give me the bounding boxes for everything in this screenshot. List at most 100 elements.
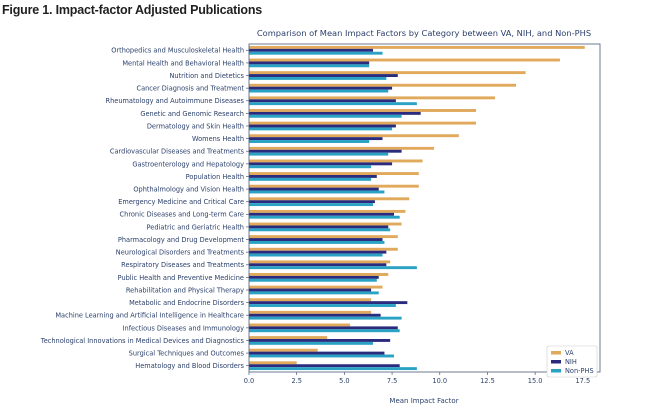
category-label: Public Health and Preventive Medicine bbox=[118, 274, 244, 282]
legend-label: Non-PHS bbox=[565, 367, 594, 375]
bar-nih-14 bbox=[249, 212, 394, 216]
legend-swatch-va bbox=[551, 351, 561, 355]
bar-va-17 bbox=[249, 247, 398, 251]
bar-nih-7 bbox=[249, 124, 396, 128]
bar-nih-26 bbox=[249, 364, 400, 368]
legend-swatch-non-phs bbox=[551, 369, 561, 373]
x-tick-label: 5.0 bbox=[339, 377, 350, 385]
figure-title: Figure 1. Impact-factor Adjusted Publica… bbox=[2, 3, 263, 17]
category-label: Dermatology and Skin Health bbox=[147, 122, 244, 130]
bar-non-phs-7 bbox=[249, 127, 393, 131]
bar-nih-18 bbox=[249, 263, 387, 267]
bar-va-10 bbox=[249, 159, 423, 163]
category-label: Cardiovascular Diseases and Treatments bbox=[110, 148, 245, 156]
bar-non-phs-2 bbox=[249, 64, 370, 68]
category-label: Infectious Diseases and Immunology bbox=[123, 324, 244, 332]
bar-nih-2 bbox=[249, 61, 370, 65]
bar-non-phs-9 bbox=[249, 152, 389, 156]
category-label: Rehabilitation and Physical Therapy bbox=[126, 286, 244, 294]
category-label: Technological Innovations in Medical Dev… bbox=[40, 337, 245, 345]
category-label: Cancer Diagnosis and Treatment bbox=[136, 85, 244, 93]
bar-va-25 bbox=[249, 348, 318, 352]
bar-non-phs-21 bbox=[249, 304, 396, 307]
bar-nih-10 bbox=[249, 162, 393, 166]
bar-non-phs-17 bbox=[249, 253, 383, 257]
bar-non-phs-15 bbox=[249, 228, 391, 232]
bar-va-26 bbox=[249, 361, 297, 365]
bar-non-phs-16 bbox=[249, 240, 385, 244]
x-tick-label: 0.0 bbox=[244, 377, 255, 385]
chart-title: Comparison of Mean Impact Factors by Cat… bbox=[257, 28, 591, 38]
bar-nih-21 bbox=[249, 301, 408, 305]
category-label: Metabolic and Endocrine Disorders bbox=[129, 299, 244, 307]
x-axis: 0.0 2.5 5.0 7.5 10.0 12.5 15.0 17.5 bbox=[244, 372, 590, 385]
bar-va-15 bbox=[249, 222, 402, 226]
bar-va-24 bbox=[249, 336, 328, 340]
bar-nih-22 bbox=[249, 313, 381, 317]
bar-va-7 bbox=[249, 121, 477, 125]
bar-nih-15 bbox=[249, 225, 389, 229]
bar-non-phs-1 bbox=[249, 51, 383, 55]
bar-nih-19 bbox=[249, 275, 379, 279]
bar-non-phs-3 bbox=[249, 76, 387, 80]
category-label: Surgical Techniques and Outcomes bbox=[129, 349, 245, 357]
plot-frame bbox=[248, 43, 601, 373]
legend-label: VA bbox=[565, 349, 574, 357]
bar-va-9 bbox=[249, 146, 435, 150]
x-tick-label: 7.5 bbox=[387, 377, 398, 385]
bar-va-18 bbox=[249, 260, 391, 264]
bar-non-phs-26 bbox=[249, 367, 417, 371]
bar-non-phs-5 bbox=[249, 102, 417, 106]
bar-nih-1 bbox=[249, 48, 373, 52]
legend-label: NIH bbox=[565, 358, 577, 366]
bar-nih-3 bbox=[249, 74, 398, 77]
legend-swatch-nih bbox=[551, 360, 561, 364]
bar-nih-25 bbox=[249, 351, 385, 355]
bar-va-23 bbox=[249, 323, 351, 327]
bar-nih-4 bbox=[249, 86, 393, 90]
bar-nih-8 bbox=[249, 137, 383, 141]
bar-va-11 bbox=[249, 172, 419, 176]
bar-nih-17 bbox=[249, 250, 387, 254]
category-label: Population Health bbox=[186, 173, 244, 181]
category-label: Womens Health bbox=[192, 135, 244, 143]
bar-nih-5 bbox=[249, 99, 396, 103]
bars-group bbox=[249, 45, 585, 371]
bar-va-20 bbox=[249, 285, 383, 289]
bar-va-6 bbox=[249, 109, 477, 112]
bar-non-phs-19 bbox=[249, 278, 377, 282]
category-label: Machine Learning and Artificial Intellig… bbox=[55, 312, 244, 320]
category-label: Mental Health and Behavioral Health bbox=[122, 59, 244, 67]
x-tick-label: 2.5 bbox=[291, 377, 302, 385]
bar-va-4 bbox=[249, 83, 517, 87]
bar-nih-13 bbox=[249, 200, 375, 204]
bar-va-14 bbox=[249, 209, 406, 213]
bar-non-phs-25 bbox=[249, 354, 394, 358]
x-axis-label: Mean Impact Factor bbox=[389, 397, 458, 405]
category-label: Gastroenterology and Hepatology bbox=[132, 160, 244, 168]
bar-non-phs-20 bbox=[249, 291, 379, 295]
bar-non-phs-24 bbox=[249, 341, 373, 345]
bar-va-22 bbox=[249, 310, 372, 314]
bar-nih-20 bbox=[249, 288, 372, 292]
bar-va-1 bbox=[249, 45, 585, 49]
bar-non-phs-14 bbox=[249, 215, 400, 219]
category-label: Chronic Diseases and Long-term Care bbox=[120, 211, 244, 219]
bar-nih-11 bbox=[249, 175, 377, 178]
bar-non-phs-11 bbox=[249, 177, 372, 181]
category-label: Nutrition and Dietetics bbox=[169, 72, 244, 80]
bar-va-19 bbox=[249, 273, 389, 276]
category-label: Orthopedics and Musculoskeletal Health bbox=[111, 47, 244, 55]
bar-non-phs-8 bbox=[249, 140, 370, 143]
bar-va-5 bbox=[249, 96, 496, 100]
bar-va-12 bbox=[249, 184, 419, 188]
category-label: Respiratory Diseases and Treatments bbox=[121, 261, 244, 269]
category-label: Pharmacology and Drug Development bbox=[118, 236, 245, 244]
bar-non-phs-4 bbox=[249, 89, 389, 93]
bar-non-phs-12 bbox=[249, 190, 385, 194]
bar-va-16 bbox=[249, 235, 398, 239]
bar-non-phs-22 bbox=[249, 316, 402, 320]
category-label: Genetic and Genomic Research bbox=[140, 110, 244, 118]
